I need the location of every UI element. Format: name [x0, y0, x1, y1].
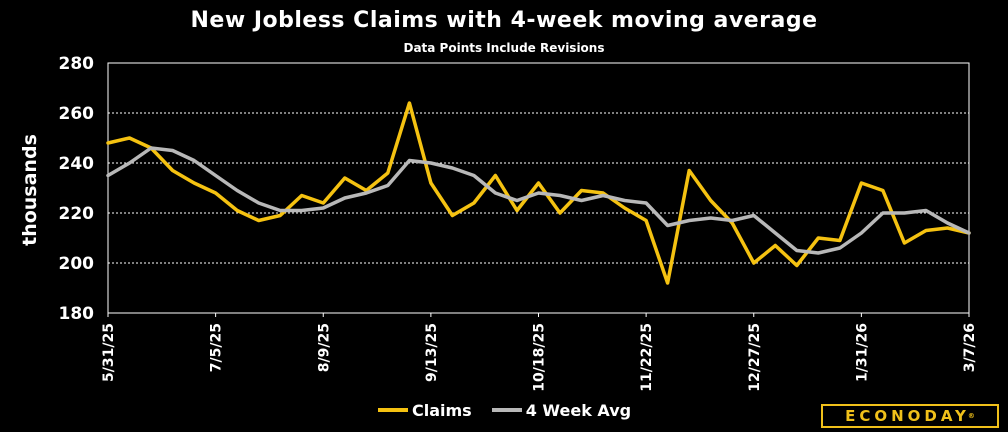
- legend-item-4-week-avg: 4 Week Avg: [491, 400, 632, 420]
- x-tick-label: 1/31/26: [854, 323, 870, 382]
- y-tick-label: 260: [59, 104, 95, 124]
- legend-swatch-4-week-avg: [491, 408, 522, 412]
- legend-label-claims: Claims: [412, 400, 472, 420]
- y-tick-label: 220: [59, 204, 95, 224]
- x-tick-label: 7/5/25: [209, 323, 225, 372]
- plot-frame: [107, 62, 970, 314]
- y-tick-label: 180: [59, 304, 95, 324]
- y-tick-label: 200: [59, 254, 95, 274]
- chart-title: New Jobless Claims with 4-week moving av…: [190, 8, 818, 33]
- y-axis-label: thousands: [19, 134, 41, 246]
- legend-swatch-claims: [378, 408, 408, 412]
- series-line-claims: [106, 101, 971, 285]
- x-axis-ticks: 5/31/25 7/5/25 8/9/25 9/13/25 10/18/25 11/22/…: [101, 313, 978, 392]
- series-lines: [106, 101, 971, 285]
- y-tick-label: 240: [59, 154, 95, 174]
- x-tick-label: 9/13/25: [424, 323, 440, 382]
- chart-subtitle: Data Points Include Revisions: [403, 41, 605, 55]
- legend: Claims 4 Week Avg: [378, 398, 651, 422]
- x-tick-label: 5/31/25: [101, 323, 117, 382]
- x-tick-label: 11/22/25: [639, 323, 655, 392]
- legend-label-4-week-avg: 4 Week Avg: [525, 400, 632, 420]
- logo-text: ECONODAY: [845, 407, 970, 425]
- x-tick-label: 12/27/25: [747, 323, 763, 392]
- y-tick-label: 280: [59, 54, 95, 74]
- grid: [107, 62, 970, 314]
- x-tick-label: 3/7/26: [962, 323, 978, 372]
- logo-registered-mark: ®: [967, 412, 975, 420]
- x-tick-label: 10/18/25: [532, 323, 548, 392]
- x-tick-label: 8/9/25: [316, 323, 332, 372]
- series-line-4-week-avg: [106, 146, 971, 255]
- legend-item-claims: Claims: [378, 401, 472, 420]
- econoday-logo: ECONODAY ®: [821, 404, 999, 428]
- y-axis-ticks: 180 200 220 240 260 280: [59, 54, 95, 324]
